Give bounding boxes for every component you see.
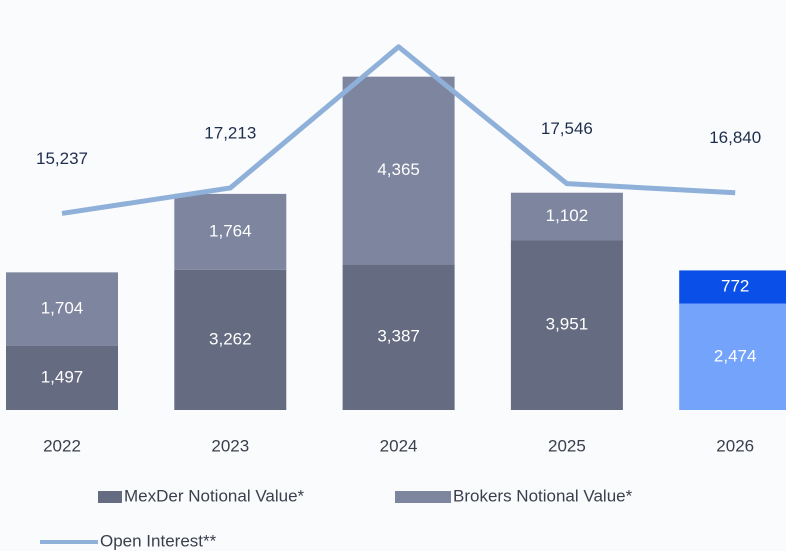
bar-segment: [510, 240, 623, 410]
legend-marker: [98, 491, 122, 503]
data-label: 1,497: [41, 367, 84, 386]
legend-marker: [395, 491, 451, 503]
x-tick-label: 2023: [211, 436, 249, 455]
data-label: 3,387: [377, 327, 420, 346]
data-label: 772: [721, 277, 749, 296]
bar-segment: [174, 269, 287, 410]
bar-segment: [679, 303, 786, 410]
bar-segment: [174, 193, 287, 270]
bar-segment: [679, 270, 786, 304]
data-label: 15,237: [36, 149, 88, 168]
bar-segment: [6, 345, 118, 410]
data-label: 16,840: [709, 128, 761, 147]
bar-segment: [342, 76, 455, 265]
data-label: 28,156: [373, 0, 425, 1]
legend-label: Brokers Notional Value*: [453, 486, 633, 505]
x-tick-label: 2022: [43, 436, 81, 455]
bar-segment: [510, 192, 623, 241]
x-tick-label: 2025: [548, 436, 586, 455]
line: [61, 44, 736, 216]
legend-label: Open Interest**: [100, 531, 217, 550]
x-tick-label: 2024: [380, 436, 418, 455]
data-label: 3,262: [209, 329, 252, 348]
data-label: 2,474: [714, 346, 757, 365]
data-label: 3,951: [546, 315, 589, 334]
data-label: 1,764: [209, 221, 252, 240]
data-label: 4,365: [377, 160, 420, 179]
data-label: 1,102: [546, 206, 589, 225]
data-label: 17,213: [204, 123, 256, 142]
legend-label: MexDer Notional Value*: [124, 486, 305, 505]
bar-segment: [6, 272, 118, 346]
data-label: 1,704: [41, 298, 84, 317]
bar-segment: [342, 264, 455, 410]
data-label: 17,546: [541, 119, 593, 138]
x-tick-label: 2026: [716, 436, 754, 455]
